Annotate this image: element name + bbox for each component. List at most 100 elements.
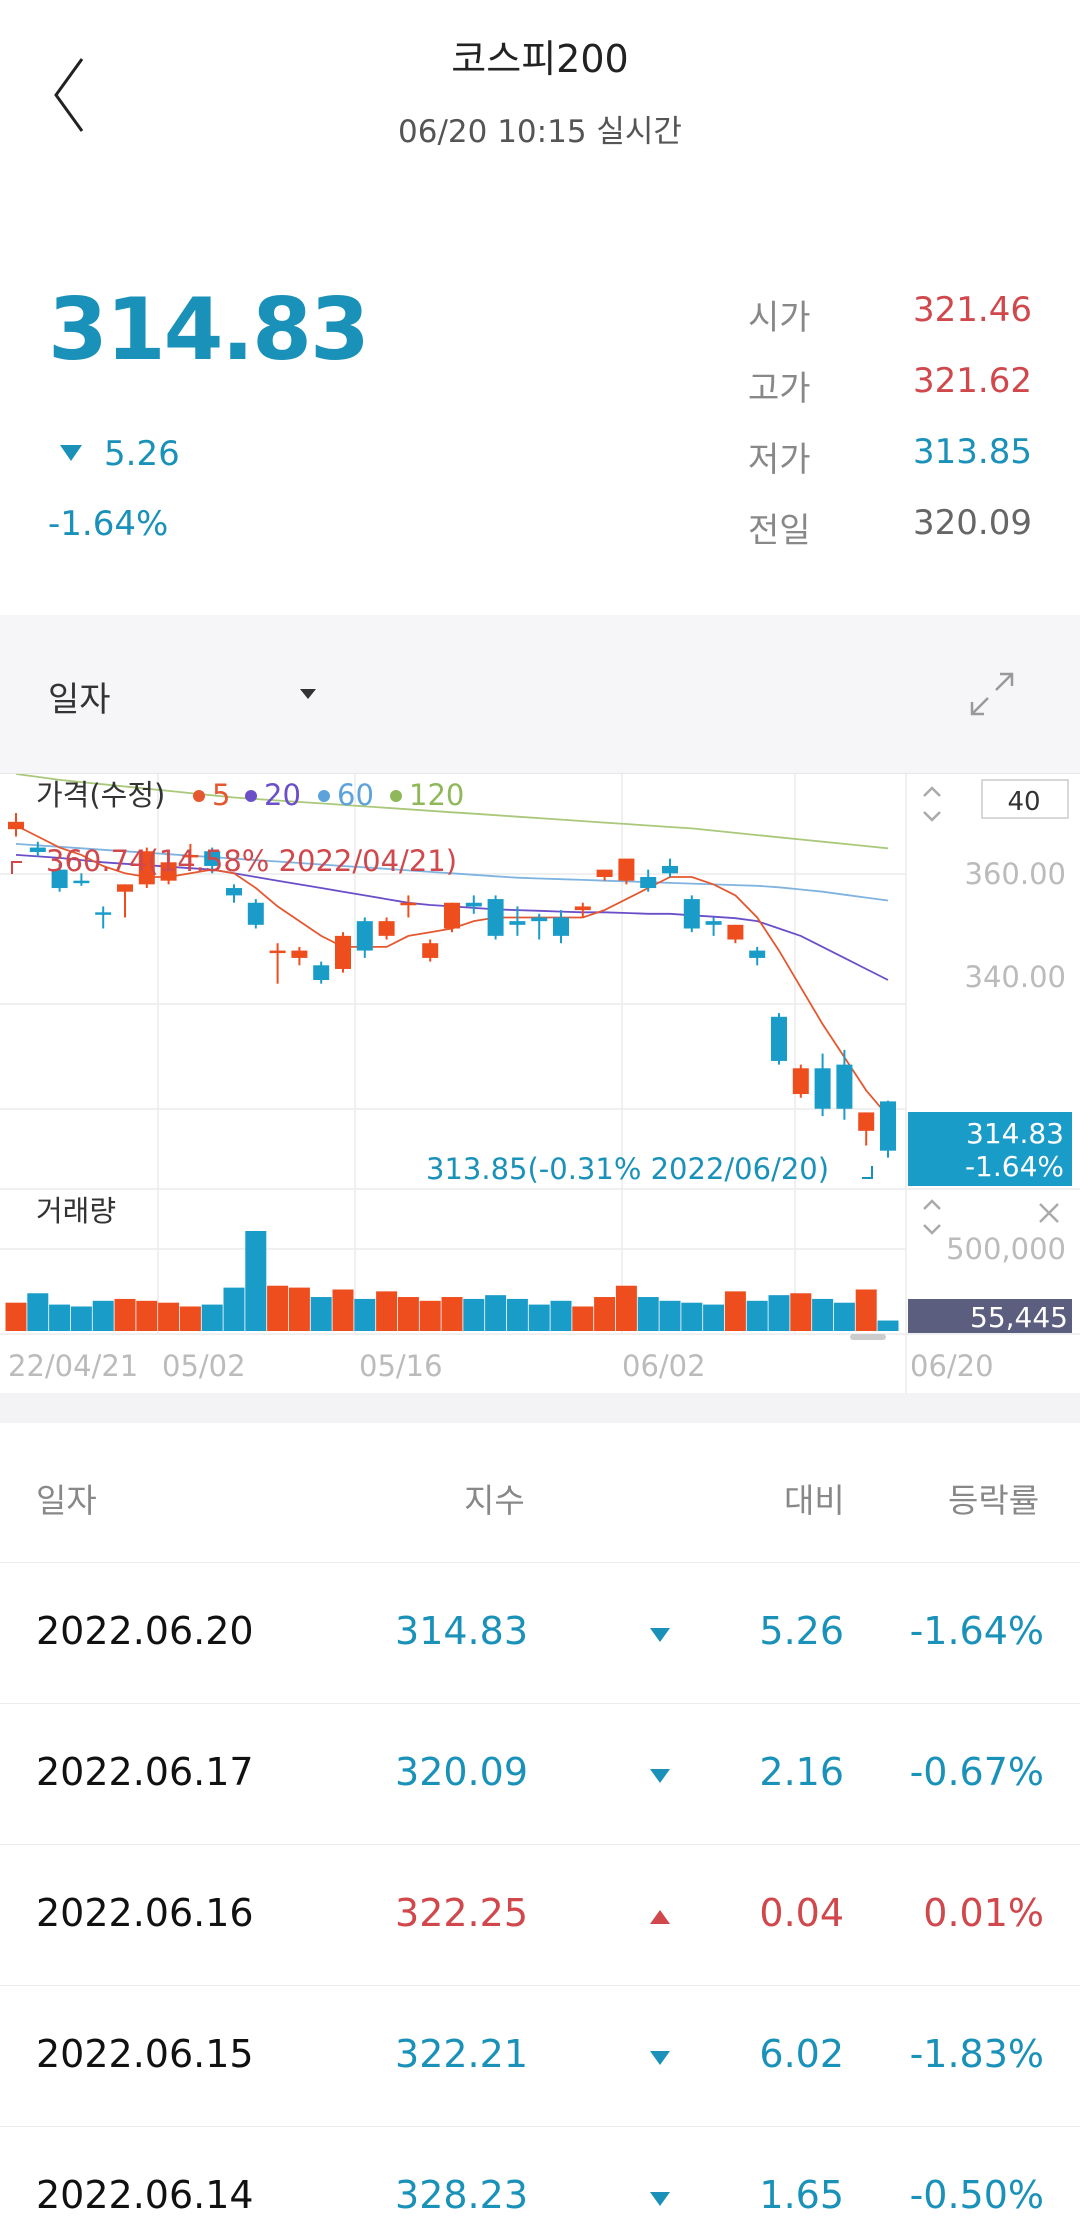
- candle: [138, 847, 155, 889]
- candle-body: [444, 902, 460, 929]
- candle-body: [378, 921, 395, 936]
- table-row[interactable]: 2022.06.20 314.83 5.26 -1.64%: [0, 1563, 1080, 1704]
- candle-body: [574, 906, 591, 911]
- volume-bar: [419, 1300, 441, 1331]
- candle: [269, 943, 286, 984]
- candle: [574, 902, 591, 918]
- volume-bar: [267, 1285, 289, 1331]
- ma5-legend-label: 5: [212, 778, 230, 812]
- candle-body: [73, 880, 90, 884]
- candle: [727, 924, 744, 944]
- candle: [749, 946, 766, 966]
- candle: [160, 851, 177, 885]
- volume-bar: [463, 1298, 485, 1331]
- down-triangle-icon: [650, 1769, 670, 1783]
- volume-bar: [681, 1302, 703, 1331]
- volume-bars: [5, 1231, 899, 1331]
- volume-bar: [158, 1302, 180, 1331]
- candle-count-box[interactable]: [981, 779, 1069, 819]
- candle: [836, 1049, 853, 1120]
- ma120-line: [15, 774, 889, 850]
- scroll-indicator[interactable]: [850, 1334, 886, 1340]
- volume-bar: [136, 1300, 158, 1331]
- back-button[interactable]: [50, 55, 90, 135]
- volume-tag-value: 55,445: [970, 1301, 1068, 1334]
- last-price-tag-value: 314.83: [966, 1117, 1064, 1150]
- table-row[interactable]: 2022.06.17 320.09 2.16 -0.67%: [0, 1704, 1080, 1845]
- candle-body: [705, 921, 722, 925]
- candle: [400, 895, 417, 918]
- candle-body: [792, 1068, 809, 1095]
- ma5-legend-dot: [193, 790, 205, 802]
- candle: [662, 858, 678, 877]
- volume-bar: [506, 1298, 528, 1331]
- up-triangle-icon: [650, 1910, 670, 1924]
- last-rate-tag-value: -1.64%: [965, 1150, 1064, 1183]
- table-row[interactable]: 2022.06.14 328.23 1.65 -0.50%: [0, 2127, 1080, 2233]
- candle: [117, 884, 133, 918]
- period-select-label[interactable]: 일자: [48, 680, 111, 720]
- volume-bar: [724, 1291, 746, 1331]
- candle-body: [640, 877, 657, 889]
- chevron-left-icon: [54, 58, 84, 132]
- candle-body: [8, 821, 24, 830]
- row-index: 322.21: [395, 2032, 528, 2076]
- moving-average-lines: [15, 774, 889, 1117]
- row-diff: 5.26: [759, 1609, 844, 1653]
- x-label-1: 05/02: [162, 1349, 246, 1383]
- volume-bar: [703, 1304, 725, 1331]
- stat-value-open: 321.46: [913, 290, 1032, 330]
- candle: [29, 841, 46, 857]
- candle: [182, 843, 199, 866]
- candle-body: [160, 862, 177, 881]
- candle: [858, 1112, 875, 1146]
- volume-bar: [637, 1297, 659, 1331]
- row-rate: 0.01%: [923, 1891, 1044, 1935]
- period-select-dropdown[interactable]: [300, 686, 316, 705]
- candle: [226, 884, 242, 903]
- candle: [95, 906, 112, 929]
- close-icon[interactable]: [1039, 1203, 1059, 1223]
- min-annotation: 313.85(-0.31% 2022/06/20): [426, 1152, 829, 1186]
- table-row[interactable]: 2022.06.15 322.21 6.02 -1.83%: [0, 1986, 1080, 2127]
- x-label-2: 05/16: [359, 1349, 443, 1383]
- row-date: 2022.06.16: [36, 1891, 254, 1935]
- price-chart[interactable]: 가격(수정) 5 20 60 120 40 360.00 340.00 360.…: [0, 773, 1080, 1423]
- volume-scroll-updown-icon[interactable]: [923, 1199, 941, 1235]
- candle: [596, 869, 613, 881]
- volume-bar: [49, 1304, 71, 1331]
- down-triangle-icon: [650, 2192, 670, 2206]
- candle: [640, 869, 657, 892]
- row-diff: 0.04: [759, 1891, 844, 1935]
- volume-bar: [201, 1304, 223, 1331]
- row-diff: 2.16: [759, 1750, 844, 1794]
- max-marker: [11, 861, 22, 874]
- volume-bar: [812, 1298, 834, 1331]
- section-divider: [0, 1393, 1080, 1423]
- ma120-legend-label: 120: [409, 778, 464, 812]
- table-row[interactable]: 2022.06.16 322.25 0.04 0.01%: [0, 1845, 1080, 1986]
- ma60-legend-dot: [318, 790, 330, 802]
- candle-body: [29, 847, 46, 852]
- candle-count-value: 40: [1007, 787, 1040, 817]
- down-triangle-icon: [60, 445, 82, 461]
- expand-icon: [970, 672, 1014, 716]
- volume-bar: [310, 1297, 332, 1331]
- candle: [553, 910, 569, 944]
- volume-bar: [114, 1298, 136, 1331]
- row-index: 328.23: [395, 2173, 528, 2217]
- fullscreen-button[interactable]: [966, 668, 1018, 720]
- x-label-4: 06/20: [910, 1349, 994, 1383]
- row-diff: 1.65: [759, 2173, 844, 2217]
- chart-scroll-updown-icon[interactable]: [923, 786, 941, 822]
- row-rate: -0.50%: [909, 2173, 1044, 2217]
- candle-body: [465, 902, 482, 907]
- candle-body: [727, 924, 744, 940]
- x-label-3: 06/02: [622, 1349, 706, 1383]
- candle: [73, 873, 90, 886]
- volume-bar: [376, 1291, 398, 1331]
- candle-body: [182, 854, 199, 858]
- stat-value-low: 313.85: [913, 432, 1032, 472]
- x-label-0: 22/04/21: [8, 1349, 138, 1383]
- stat-value-prev: 320.09: [913, 503, 1032, 543]
